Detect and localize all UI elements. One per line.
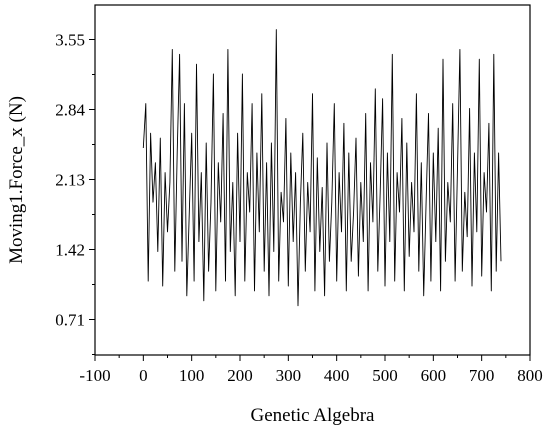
series-line (142, 29, 502, 307)
x-tick-label: 200 (227, 366, 253, 385)
x-tick-label: 800 (517, 366, 543, 385)
x-tick-label: 700 (469, 366, 495, 385)
y-tick-label: 2.84 (55, 101, 85, 120)
x-tick-label: 500 (372, 366, 398, 385)
x-tick-label: 400 (324, 366, 350, 385)
x-tick-label: 100 (179, 366, 205, 385)
y-tick-label: 2.13 (55, 171, 85, 190)
x-tick-label: 300 (276, 366, 302, 385)
y-tick-label: 0.71 (55, 311, 85, 330)
x-axis-title: Genetic Algebra (251, 405, 376, 426)
axis-ticks: -100 0 100 200 300 400 500 600 700 800 0.71 1.42 2.1… (55, 31, 543, 385)
plot-frame (94, 4, 531, 356)
x-tick-label: 0 (139, 366, 148, 385)
y-axis-title: Moving1.Force_x (N) (6, 96, 27, 264)
y-tick-label: 1.42 (55, 241, 85, 260)
x-tick-label: 600 (421, 366, 447, 385)
x-tick-label: -100 (79, 366, 110, 385)
y-tick-label: 3.55 (55, 31, 85, 50)
